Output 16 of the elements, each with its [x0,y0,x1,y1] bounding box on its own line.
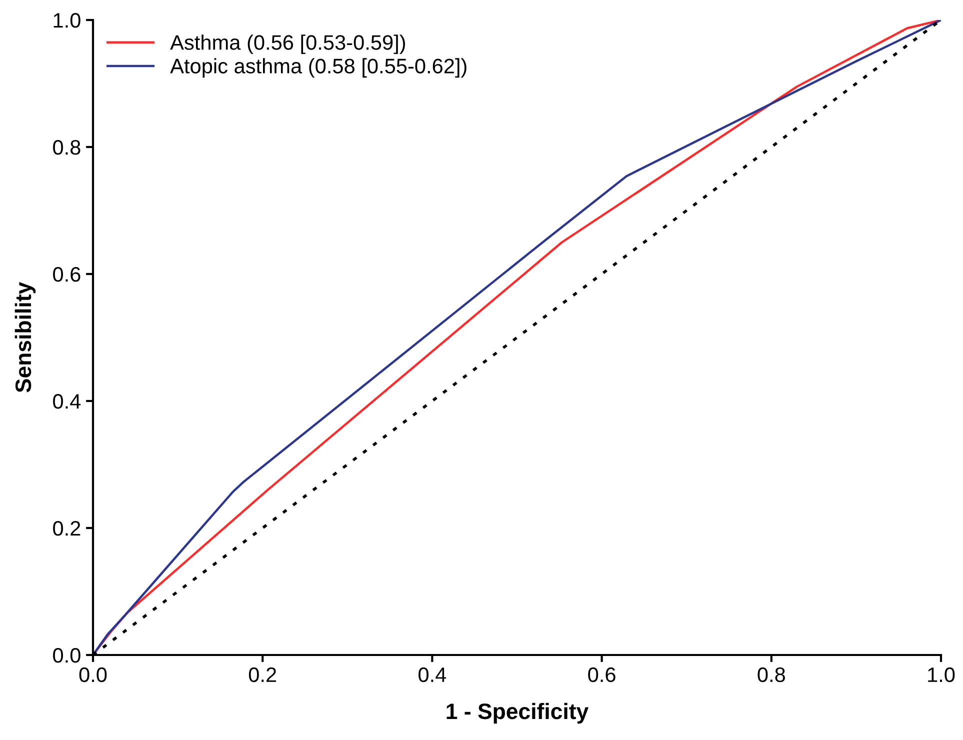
x-tick-label: 0.4 [418,667,446,682]
y-tick-label: 0.0 [53,648,80,663]
legend-label: Asthma (0.56 [0.53-0.59]) [170,34,406,54]
y-tick-label: 0.8 [53,140,80,155]
y-tick-label: 0.4 [53,394,81,409]
y-tick-label: 0.2 [53,521,80,536]
x-tick-label: 0.2 [248,667,276,682]
x-tick-label: 0.8 [758,667,785,682]
x-tick-label: 1.0 [928,667,955,682]
y-tick-label: 1.0 [54,13,80,28]
x-tick-label: 0.0 [79,667,107,682]
x-axis-title: 1 - Specificity [446,702,589,724]
x-tick-label: 0.6 [588,667,616,682]
y-axis-title: Sensibility [14,282,36,392]
y-tick-label: 0.6 [53,267,80,282]
legend-label: Atopic asthma (0.58 [0.55-0.62]) [170,58,466,78]
